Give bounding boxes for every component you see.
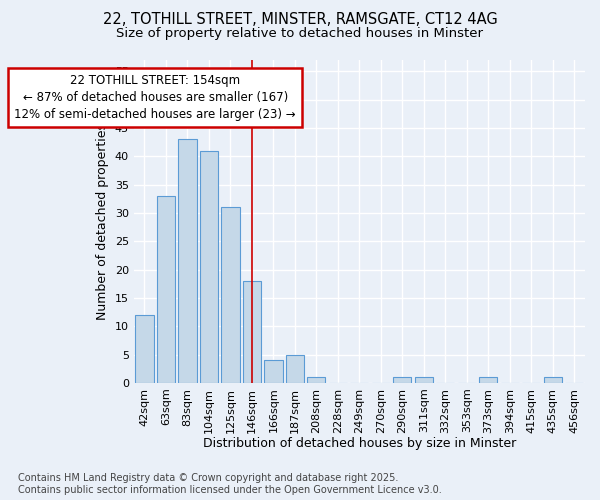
Bar <box>178 140 197 383</box>
Bar <box>135 315 154 383</box>
Bar <box>243 281 261 383</box>
Text: 22, TOTHILL STREET, MINSTER, RAMSGATE, CT12 4AG: 22, TOTHILL STREET, MINSTER, RAMSGATE, C… <box>103 12 497 28</box>
Bar <box>221 208 239 383</box>
Bar <box>264 360 283 383</box>
Bar <box>544 377 562 383</box>
Text: 22 TOTHILL STREET: 154sqm
← 87% of detached houses are smaller (167)
12% of semi: 22 TOTHILL STREET: 154sqm ← 87% of detac… <box>14 74 296 121</box>
Bar <box>393 377 412 383</box>
Bar <box>286 354 304 383</box>
Text: Size of property relative to detached houses in Minster: Size of property relative to detached ho… <box>116 28 484 40</box>
Bar <box>157 196 175 383</box>
Bar <box>479 377 497 383</box>
X-axis label: Distribution of detached houses by size in Minster: Distribution of detached houses by size … <box>203 437 516 450</box>
Bar <box>415 377 433 383</box>
Y-axis label: Number of detached properties: Number of detached properties <box>96 123 109 320</box>
Bar <box>200 150 218 383</box>
Text: Contains HM Land Registry data © Crown copyright and database right 2025.
Contai: Contains HM Land Registry data © Crown c… <box>18 474 442 495</box>
Bar <box>307 377 325 383</box>
